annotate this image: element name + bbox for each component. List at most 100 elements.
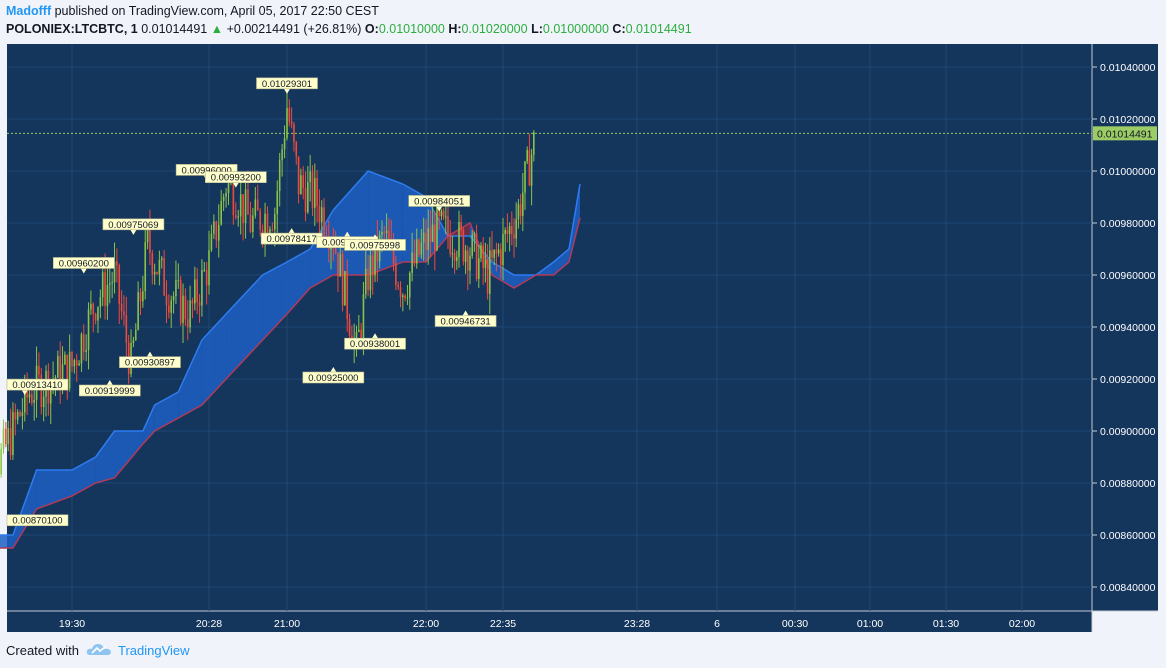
candle-body [235,215,237,218]
candle-body [170,300,173,313]
last-price-tag-label: 0.01014491 [1097,128,1153,140]
candle-body [271,229,274,231]
tradingview-brand-link[interactable]: TradingView [118,643,190,658]
candle-body [533,132,535,155]
price-tick-label: 0.01020000 [1100,114,1156,126]
candle-body [259,210,261,230]
candle-body [269,229,271,234]
candle-body [239,194,242,217]
candle-body [40,374,43,408]
candle-body [244,189,247,223]
candle-body [508,226,511,234]
annotation-label: 0.00978417 [267,234,317,245]
candle-body [225,192,227,197]
annotation-box [53,257,115,269]
candle-body [125,315,128,343]
candle-body [78,363,80,366]
candle-body [309,171,311,183]
time-tick-label: 01:30 [933,618,959,630]
candle-body [480,245,482,259]
candle-body [302,175,305,188]
candle-body [447,216,449,236]
candle-body [399,287,402,298]
cloud-span-b [0,217,581,549]
candle-body [502,234,504,266]
candle-body [186,319,189,328]
candle-body [146,228,149,243]
candle-body [515,219,517,239]
annotation-box [119,356,181,368]
annotation-label: 0.00996000 [182,165,232,176]
candle-body [522,192,524,216]
candle-body [149,228,151,254]
candle-body [460,222,462,231]
candle-body [429,228,432,242]
annotation-label: 0.00984051 [414,196,464,207]
candle-body [484,259,487,269]
candle-body [158,260,161,274]
time-tick-label: 19:30 [59,618,85,630]
candle-body [528,150,531,186]
candle-body [49,381,52,404]
candle-body [33,399,36,403]
annotation-label: 0.00960200 [59,258,109,269]
annotation-box [256,77,318,90]
candle-body [519,204,522,216]
time-tick-label: 22:00 [413,618,439,630]
candle-body [64,354,66,365]
annotation-pointer [146,351,153,357]
grid-lines [7,44,1092,611]
candle-body [256,199,259,211]
candle-body [19,411,21,416]
candle-body [334,248,337,253]
candle-body [344,271,346,306]
candle-body [295,142,298,157]
candle-body [213,221,215,234]
candle-body [194,279,196,304]
candle-body [304,187,307,213]
candle-body [300,175,302,195]
candle-body [482,245,484,269]
candle-body [504,230,506,235]
candle-body [252,215,254,232]
candle-body [134,329,137,341]
annotation-box [434,315,497,327]
annotation-box [408,195,471,207]
candle-body [318,205,321,223]
tradingview-cloud-icon[interactable] [86,641,112,657]
annotation-label: 0.00930897 [125,358,175,369]
candle-body [406,297,409,299]
candle-body [163,258,165,296]
annotation-label: 0.00975998 [350,240,400,251]
high-label: H: [448,22,462,36]
candle-body [87,309,90,351]
annotation-box [344,337,406,350]
candle-body [420,242,423,255]
candle-body [68,351,71,389]
price-tick-label: 0.00920000 [1100,374,1156,386]
candle-body [156,272,158,274]
price-chart[interactable]: 0.01014491 0.00870100 0.00913410 0.0096020… [0,44,1166,632]
annotation-pointer [330,367,337,372]
candle-body [293,124,295,143]
candle-body [71,351,73,367]
candle-body [320,207,323,223]
high-value: 0.01020000 [461,22,528,36]
time-axis[interactable] [7,611,1092,632]
candle-body [274,214,276,230]
annotation-box [78,384,141,397]
candle-body [314,178,316,208]
price-annotations: 0.00870100 0.00913410 0.00960200 0.00919999… [6,77,497,527]
annotation-pointer [372,234,379,240]
candle-body [160,258,163,261]
candle-body [198,302,201,306]
candle-body [80,334,83,364]
candle-body [123,311,125,316]
author-link[interactable]: Madofff [6,4,52,18]
cloud-segment [201,314,227,405]
price-tick-label: 0.00940000 [1100,322,1156,334]
candle-body [374,237,376,276]
created-with-text: Created with [6,643,79,658]
candle-body [341,253,344,306]
cloud-segment [12,470,37,548]
